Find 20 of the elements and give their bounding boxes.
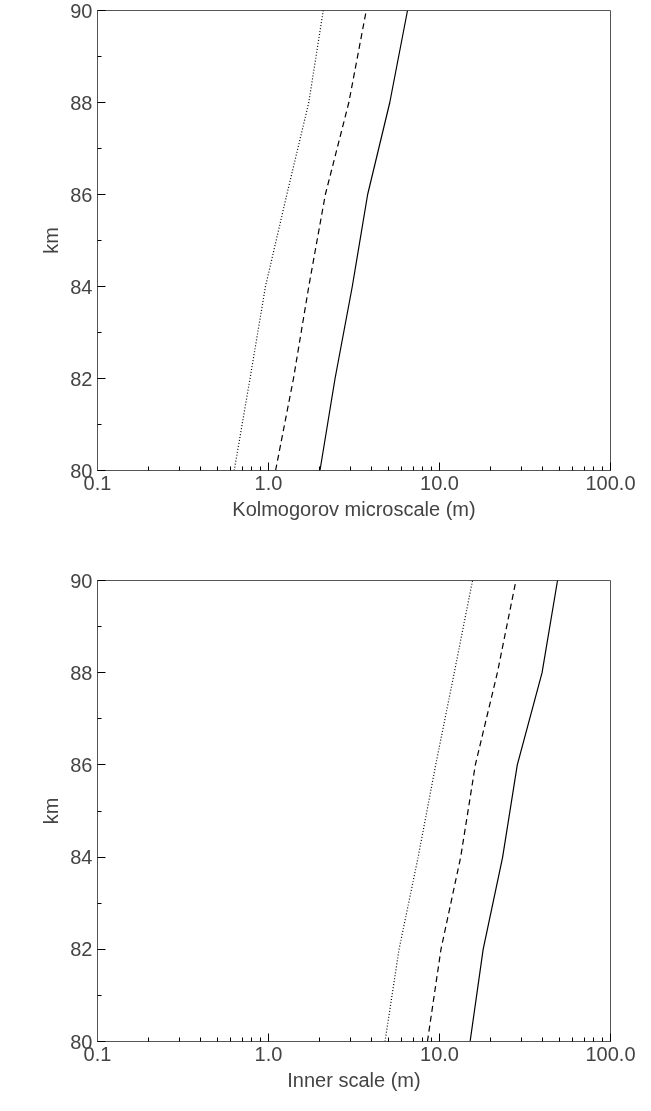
x-tick-label: 10.0: [420, 1042, 459, 1065]
x-axis-title: Inner scale (m): [287, 1068, 421, 1091]
y-tick-label: 86: [70, 183, 93, 206]
y-tick-label: 84: [70, 846, 93, 869]
x-tick-label: 1.0: [254, 1042, 283, 1065]
y-tick-label: 88: [70, 661, 93, 684]
y-axis-title: km: [40, 227, 63, 254]
x-tick-label: 1.0: [254, 471, 283, 494]
y-tick-label: 84: [70, 275, 93, 298]
y-tick-label: 88: [70, 91, 93, 114]
x-tick-label: 100.0: [585, 1042, 636, 1065]
y-tick-label: 90: [70, 0, 93, 22]
y-axis-title: km: [40, 797, 63, 825]
y-tick-label: 90: [70, 569, 93, 592]
y-tick-label: 86: [70, 753, 93, 776]
y-tick-label: 82: [70, 938, 93, 961]
y-tick-label: 82: [70, 367, 93, 390]
x-tick-label: 10.0: [420, 471, 459, 494]
x-tick-label: 100.0: [585, 471, 636, 494]
x-axis-title: Kolmogorov microscale (m): [232, 497, 476, 520]
